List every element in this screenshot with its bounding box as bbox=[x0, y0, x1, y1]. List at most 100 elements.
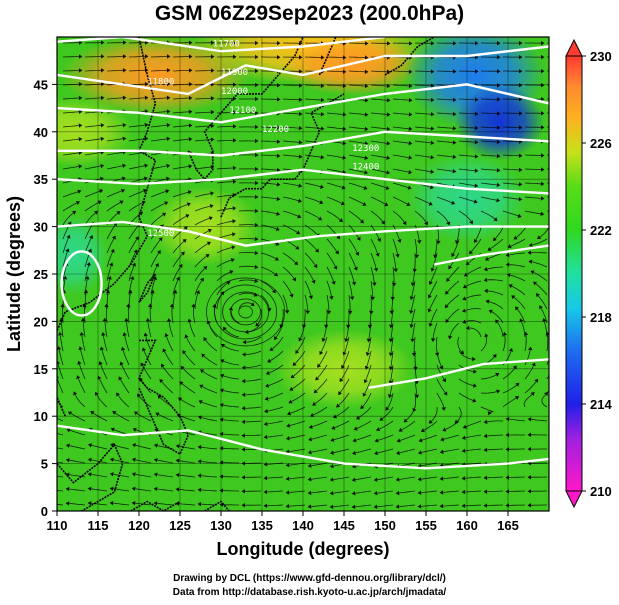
x-tick-label: 125 bbox=[169, 518, 191, 533]
streamline-arrow bbox=[396, 450, 401, 456]
streamline bbox=[121, 364, 130, 380]
streamline bbox=[497, 321, 504, 338]
streamline-arrow bbox=[296, 230, 301, 235]
streamline-arrow bbox=[289, 293, 294, 298]
streamline-arrow bbox=[241, 475, 246, 480]
streamline bbox=[238, 279, 255, 282]
streamline bbox=[480, 112, 498, 114]
streamline-arrow bbox=[276, 83, 281, 88]
streamline-arrow bbox=[209, 203, 214, 209]
streamline bbox=[358, 406, 372, 418]
streamline-arrow bbox=[297, 214, 302, 219]
streamline bbox=[348, 112, 365, 115]
streamline bbox=[106, 151, 123, 156]
streamline-arrow bbox=[540, 82, 545, 88]
streamline bbox=[443, 448, 460, 453]
streamline bbox=[143, 350, 152, 366]
streamline-arrow bbox=[188, 40, 193, 45]
streamline bbox=[311, 420, 328, 428]
streamline-arrow bbox=[210, 96, 215, 101]
streamline-arrow bbox=[273, 335, 278, 341]
streamline bbox=[84, 111, 101, 114]
streamline bbox=[168, 321, 174, 338]
streamline-arrow bbox=[143, 332, 148, 337]
streamline-arrow bbox=[298, 55, 303, 60]
streamline bbox=[216, 139, 234, 142]
streamline-arrow bbox=[474, 55, 479, 60]
streamline bbox=[245, 350, 262, 355]
streamline bbox=[414, 224, 420, 241]
streamline-arrow bbox=[483, 277, 488, 283]
y-tick-label: 35 bbox=[34, 172, 48, 187]
streamline-arrow bbox=[373, 477, 378, 482]
contour-label: 12000 bbox=[221, 87, 248, 97]
streamline bbox=[508, 490, 526, 492]
streamline-arrow bbox=[73, 391, 78, 396]
streamline bbox=[128, 138, 145, 142]
streamline bbox=[370, 252, 377, 269]
streamline bbox=[179, 503, 196, 506]
streamline-arrow bbox=[505, 432, 510, 438]
streamline-arrow bbox=[188, 54, 193, 59]
streamline-arrow bbox=[329, 463, 334, 469]
streamline-arrow bbox=[448, 265, 453, 270]
streamline bbox=[318, 350, 328, 366]
streamline bbox=[502, 182, 519, 185]
streamline-arrow bbox=[430, 140, 435, 146]
streamline-arrow bbox=[122, 68, 127, 73]
streamline-arrow bbox=[505, 475, 510, 480]
streamline-arrow bbox=[386, 41, 391, 46]
streamline-arrow bbox=[263, 462, 268, 467]
streamline-arrow bbox=[527, 432, 532, 437]
streamline-arrow bbox=[452, 154, 457, 160]
streamline-arrow bbox=[294, 261, 299, 266]
streamline bbox=[222, 462, 240, 464]
streamline-arrow bbox=[452, 140, 457, 145]
streamline-arrow bbox=[452, 111, 457, 117]
streamline bbox=[222, 447, 240, 450]
streamline-arrow bbox=[287, 411, 292, 416]
streamline bbox=[57, 363, 64, 380]
streamline-arrow bbox=[373, 491, 378, 496]
streamline-arrow bbox=[472, 398, 477, 403]
streamline bbox=[101, 349, 108, 366]
streamline-arrow bbox=[241, 419, 246, 425]
streamline-arrow bbox=[430, 155, 435, 160]
streamline bbox=[304, 182, 321, 188]
streamline bbox=[392, 112, 409, 115]
streamline bbox=[157, 488, 174, 492]
streamline-arrow bbox=[379, 416, 384, 421]
streamline-arrow bbox=[463, 272, 469, 277]
streamline-arrow bbox=[219, 446, 224, 451]
streamline-arrow bbox=[324, 324, 329, 329]
streamline-arrow bbox=[430, 169, 435, 174]
streamline-arrow bbox=[298, 154, 303, 159]
streamline-arrow bbox=[100, 54, 105, 59]
streamline-arrow bbox=[210, 123, 215, 129]
streamline-arrow bbox=[332, 414, 338, 419]
streamline-arrow bbox=[153, 443, 158, 448]
streamline bbox=[480, 168, 498, 171]
streamline-arrow bbox=[542, 317, 547, 322]
streamline-arrow bbox=[153, 486, 158, 492]
streamline-arrow bbox=[460, 350, 465, 355]
streamline bbox=[282, 154, 299, 157]
streamline-arrow bbox=[232, 206, 237, 211]
streamline bbox=[304, 280, 312, 296]
streamline-arrow bbox=[180, 365, 185, 370]
streamline bbox=[436, 364, 445, 380]
streamline-arrow bbox=[226, 281, 231, 285]
streamline-arrow bbox=[128, 289, 133, 294]
streamline-arrow bbox=[535, 293, 540, 298]
contour-label: 12400 bbox=[352, 163, 379, 173]
streamline-arrow bbox=[87, 248, 92, 253]
streamline-arrow bbox=[200, 369, 205, 374]
streamline bbox=[106, 165, 123, 170]
streamline bbox=[84, 190, 101, 198]
streamline bbox=[289, 490, 306, 493]
streamline bbox=[348, 252, 357, 268]
streamline-arrow bbox=[527, 475, 532, 480]
streamline-arrow bbox=[320, 83, 325, 88]
streamline bbox=[150, 124, 167, 128]
streamline-arrow bbox=[207, 228, 212, 233]
